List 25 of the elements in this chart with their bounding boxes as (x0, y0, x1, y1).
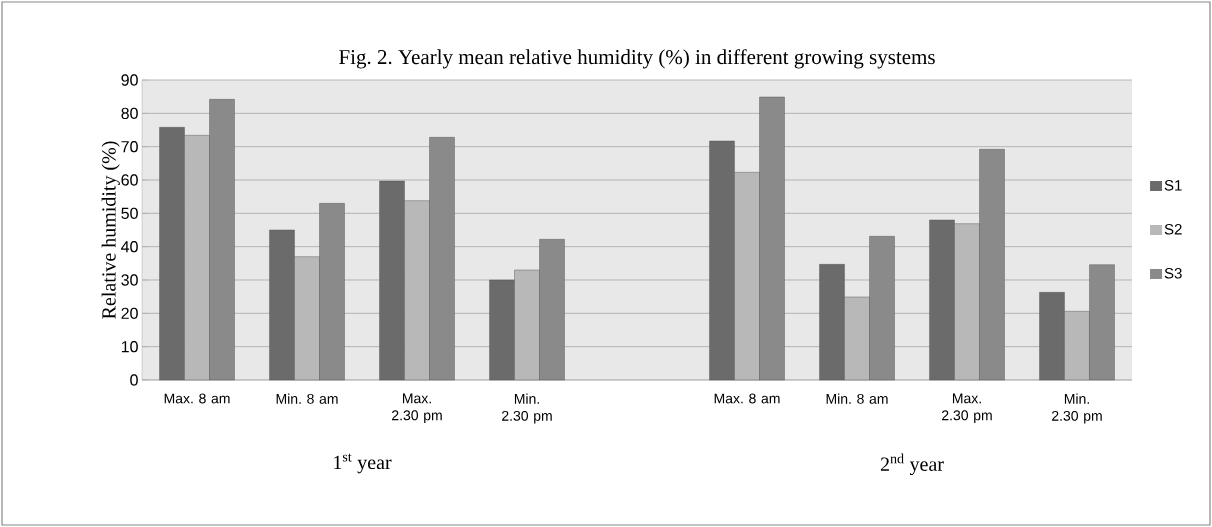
y-tick-label: 90 (121, 74, 138, 86)
y-tick-label: 20 (121, 307, 138, 319)
chart-title: Fig. 2. Yearly mean relative humidity (%) in different growing systems (339, 49, 935, 69)
y-tick-label: 80 (121, 107, 138, 119)
x-tick-label: Min. 2.30 pm (1052, 393, 1102, 424)
x-tick-label: Max. 2.30 pm (392, 393, 442, 424)
legend-label: S1 (1164, 180, 1182, 191)
y-tick-label: 0 (130, 374, 138, 386)
y-tick-label: 50 (121, 207, 138, 219)
x-tick-label: Max. 8 am (714, 393, 780, 404)
legend-label: S2 (1164, 224, 1182, 235)
text: 1$^{st}$ year (334, 453, 392, 474)
x-tick-label: Min. 8 am (276, 393, 338, 404)
text: 2$^{nd}$ year (880, 453, 944, 476)
x-tick-label: Min. 8 am (826, 393, 888, 404)
x-tick-label: Max. 2.30 pm (942, 393, 992, 424)
legend-label: S3 (1164, 267, 1182, 279)
y-tick-label: 10 (121, 341, 138, 353)
y-tick-label: 40 (121, 241, 138, 253)
x-tick-label: Min. 2.30 pm (502, 393, 552, 424)
y-tick-label: 30 (121, 274, 138, 286)
y-axis-title: Relative humidity (%) (101, 141, 120, 319)
y-tick-label: 70 (121, 141, 138, 153)
x-tick-label: Max. 8 am (164, 393, 230, 404)
y-tick-label: 60 (121, 174, 138, 186)
